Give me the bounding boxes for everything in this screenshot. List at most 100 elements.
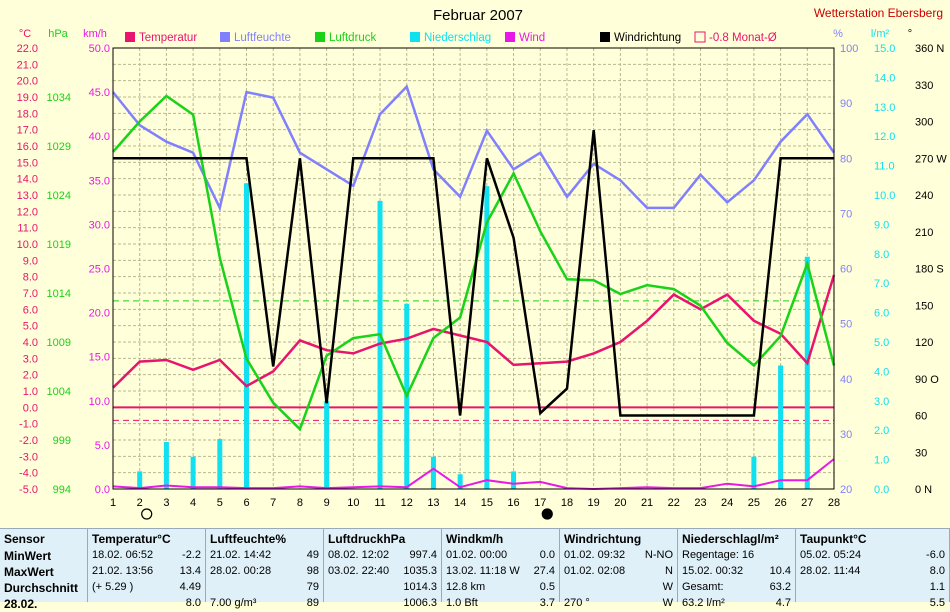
stats-row: Durchschnitt xyxy=(4,581,83,596)
x-tick-label: 1 xyxy=(110,497,116,509)
rain-bar xyxy=(244,183,250,490)
temp-tick-label: -5.0 xyxy=(19,484,38,496)
stats-value: -2.2 xyxy=(182,549,201,561)
direction-tick-label: 60 xyxy=(915,411,927,423)
stats-time: 21.02. 14:42 xyxy=(210,549,272,561)
legend: Temperatur Luftfeuchte Luftdruck Niederschl… xyxy=(125,31,777,44)
stats-value: 8.0 xyxy=(185,597,201,609)
legend-label: Temperatur xyxy=(139,32,197,44)
stats-time: 28.02. 00:28 xyxy=(210,565,272,577)
stats-value: W xyxy=(662,581,673,593)
stats-value: 1014.3 xyxy=(403,581,437,593)
stats-header-unit: l/m² xyxy=(757,532,779,546)
pressure-tick-label: 1034 xyxy=(47,92,71,104)
stats-value: 27.4 xyxy=(533,565,555,577)
pressure-tick-label: 1004 xyxy=(47,386,71,398)
humidity-tick-label: 90 xyxy=(840,98,852,110)
stats-value: -6.0 xyxy=(926,549,945,561)
temp-tick-label: 10.0 xyxy=(17,239,38,251)
weather-chart: Februar 2007 Wetterstation Ebersberg Tem… xyxy=(17,6,947,520)
stats-row-label: MaxWert xyxy=(4,565,54,579)
stats-time: 12.8 km xyxy=(446,581,486,593)
humidity-tick-label: 70 xyxy=(840,208,852,220)
humidity-tick-label: 60 xyxy=(840,264,852,276)
x-tick-label: 25 xyxy=(748,497,760,509)
legend-item: Temperatur xyxy=(125,32,197,44)
rain-tick-label: 1.0 xyxy=(874,455,889,467)
legend-item: Luftfeuchte xyxy=(220,32,291,44)
rain-bar xyxy=(484,186,490,489)
legend-label: -0.8 Monat-Ø xyxy=(709,32,777,44)
x-axis: 1 2 3 4 5 6 7 8 9 10 11 12 13 14 15 16 17 18 19 20 21 22 23 24 2… xyxy=(110,497,840,509)
stats-time: 05.02. 05:24 xyxy=(800,549,862,561)
legend-swatch xyxy=(600,32,610,42)
station-name: Wetterstation Ebersberg xyxy=(814,6,943,20)
stats-header-title: Sensor xyxy=(4,532,45,546)
legend-swatch xyxy=(315,32,325,42)
x-tick-label: 5 xyxy=(217,497,223,509)
direction-tick-label: 180 S xyxy=(915,264,944,276)
direction-tick-label: 30 xyxy=(915,447,927,459)
temp-tick-label: 17.0 xyxy=(17,125,38,137)
stats-column-humidity: Luftfeuchte% 21.02. 14:42 49 28.02. 00:28 98… xyxy=(206,529,324,609)
legend-label: Wind xyxy=(519,32,545,44)
temp-tick-label: 1.0 xyxy=(23,386,38,398)
stats-header-title: Wind xyxy=(446,532,476,546)
humidity-tick-label: 30 xyxy=(840,429,852,441)
rain-tick-label: 5.0 xyxy=(874,337,889,349)
stats-header-title: Niederschlag xyxy=(682,532,758,546)
stats-header-title: Luftdruck xyxy=(328,532,384,546)
x-tick-label: 10 xyxy=(347,497,359,509)
stats-time: (+ 5.29 ) xyxy=(92,581,134,593)
legend-item: Niederschlag xyxy=(410,32,491,44)
rain-tick-label: 0.0 xyxy=(874,484,889,496)
direction-tick-label: 270 W xyxy=(915,153,947,165)
stats-row: 21.02. 13:56 13.4 xyxy=(92,565,201,580)
pressure-tick-label: 994 xyxy=(53,484,71,496)
legend-label: Luftfeuchte xyxy=(234,32,291,44)
x-tick-label: 18 xyxy=(561,497,573,509)
stats-header: LuftdruckhPa xyxy=(328,532,437,547)
right-axes: 100 90 80 70 60 50 40 30 20 15.0 14.0 13.0 12.0 11.0 1… xyxy=(840,43,947,496)
stats-column-direction: Windrichtung 01.02. 09:32 N-NO 01.02. 02:08… xyxy=(560,529,678,609)
stats-row-label: MinWert xyxy=(4,549,52,563)
rain-bars xyxy=(137,183,810,490)
stats-row: 8.0 xyxy=(92,597,201,612)
wind-tick-label: 35.0 xyxy=(89,175,110,187)
direction-tick-label: 150 xyxy=(915,300,933,312)
direction-tick-label: 0 N xyxy=(915,484,932,496)
pressure-tick-label: 1029 xyxy=(47,141,71,153)
pressure-tick-label: 1024 xyxy=(47,190,71,202)
stats-row: 21.02. 14:42 49 xyxy=(210,549,319,564)
x-tick-label: 28 xyxy=(828,497,840,509)
temp-tick-label: 20.0 xyxy=(17,76,38,88)
stats-row: 12.8 km 0.5 xyxy=(446,581,555,596)
x-tick-label: 26 xyxy=(774,497,786,509)
temp-tick-label: 13.0 xyxy=(17,190,38,202)
stats-column-sensor: Sensor MinWert MaxWert Durchschnitt 28.02. xyxy=(0,529,88,611)
temp-tick-label: 2.0 xyxy=(23,370,38,382)
temp-tick-label: 7.0 xyxy=(23,288,38,300)
stats-time: Gesamt: xyxy=(682,581,724,593)
temp-tick-label: 6.0 xyxy=(23,304,38,316)
stats-row: 1.0 Bft 3.7 xyxy=(446,597,555,612)
stats-time: 13.02. 11:18 W xyxy=(446,565,520,577)
wind-tick-label: 50.0 xyxy=(89,43,110,55)
stats-value: 0.5 xyxy=(539,581,555,593)
stats-header: Taupunkt°C xyxy=(800,532,945,547)
statistics-table: Sensor MinWert MaxWert Durchschnitt 28.02. Te… xyxy=(0,528,950,611)
series-line-luftdruck xyxy=(112,94,836,432)
stats-time: 21.02. 13:56 xyxy=(92,565,154,577)
wind-tick-label: 15.0 xyxy=(89,352,110,364)
rain-tick-label: 3.0 xyxy=(874,396,889,408)
stats-column-dewpoint: Taupunkt°C 05.02. 05:24 -6.0 28.02. 11:44 8.… xyxy=(796,529,950,609)
direction-tick-label: 240 xyxy=(915,190,933,202)
wind-tick-label: 25.0 xyxy=(89,264,110,276)
rain-tick-label: 2.0 xyxy=(874,425,889,437)
stats-row: 08.02. 12:02 997.4 xyxy=(328,549,437,564)
stats-row: 79 xyxy=(210,581,319,596)
stats-row-label: Durchschnitt xyxy=(4,581,79,595)
axis-unit: % xyxy=(833,28,843,40)
stats-row: 1014.3 xyxy=(328,581,437,596)
rain-bar xyxy=(457,474,463,489)
